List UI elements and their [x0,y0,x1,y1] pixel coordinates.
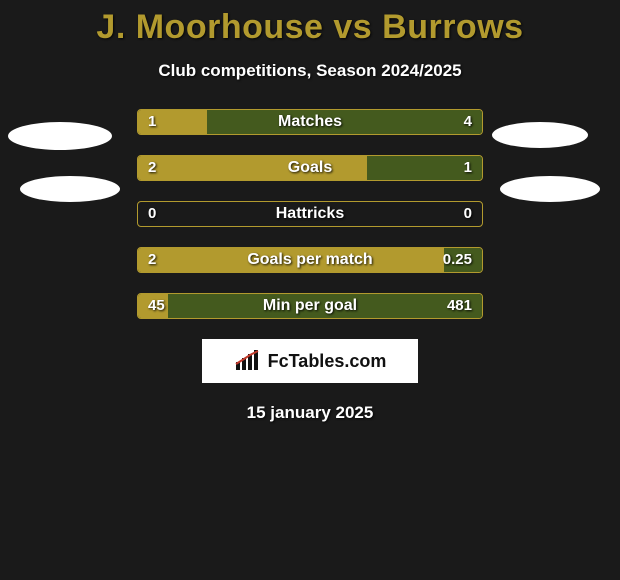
comparison-row: 00Hattricks [0,201,620,227]
comparison-row: 20.25Goals per match [0,247,620,273]
bar-track [137,109,483,135]
logo-text: FcTables.com [268,351,387,372]
value-right: 0 [464,201,472,227]
value-left: 45 [148,293,165,319]
bar-right [168,294,482,318]
value-right: 0.25 [443,247,472,273]
bar-track [137,201,483,227]
bar-track [137,247,483,273]
bar-track [137,293,483,319]
page-title: J. Moorhouse vs Burrows [0,0,620,47]
comparison-widget: J. Moorhouse vs Burrows Club competition… [0,0,620,423]
value-left: 2 [148,155,156,181]
value-left: 1 [148,109,156,135]
bar-chart-icon [234,350,262,372]
value-left: 0 [148,201,156,227]
bar-right [207,110,482,134]
fctables-logo[interactable]: FcTables.com [202,339,418,383]
bar-track [137,155,483,181]
snapshot-date: 15 january 2025 [0,403,620,423]
value-right: 481 [447,293,472,319]
comparison-row: 14Matches [0,109,620,135]
bar-left [138,248,444,272]
value-left: 2 [148,247,156,273]
comparison-row: 45481Min per goal [0,293,620,319]
value-right: 4 [464,109,472,135]
comparison-row: 21Goals [0,155,620,181]
subtitle: Club competitions, Season 2024/2025 [0,61,620,81]
value-right: 1 [464,155,472,181]
bar-left [138,156,367,180]
